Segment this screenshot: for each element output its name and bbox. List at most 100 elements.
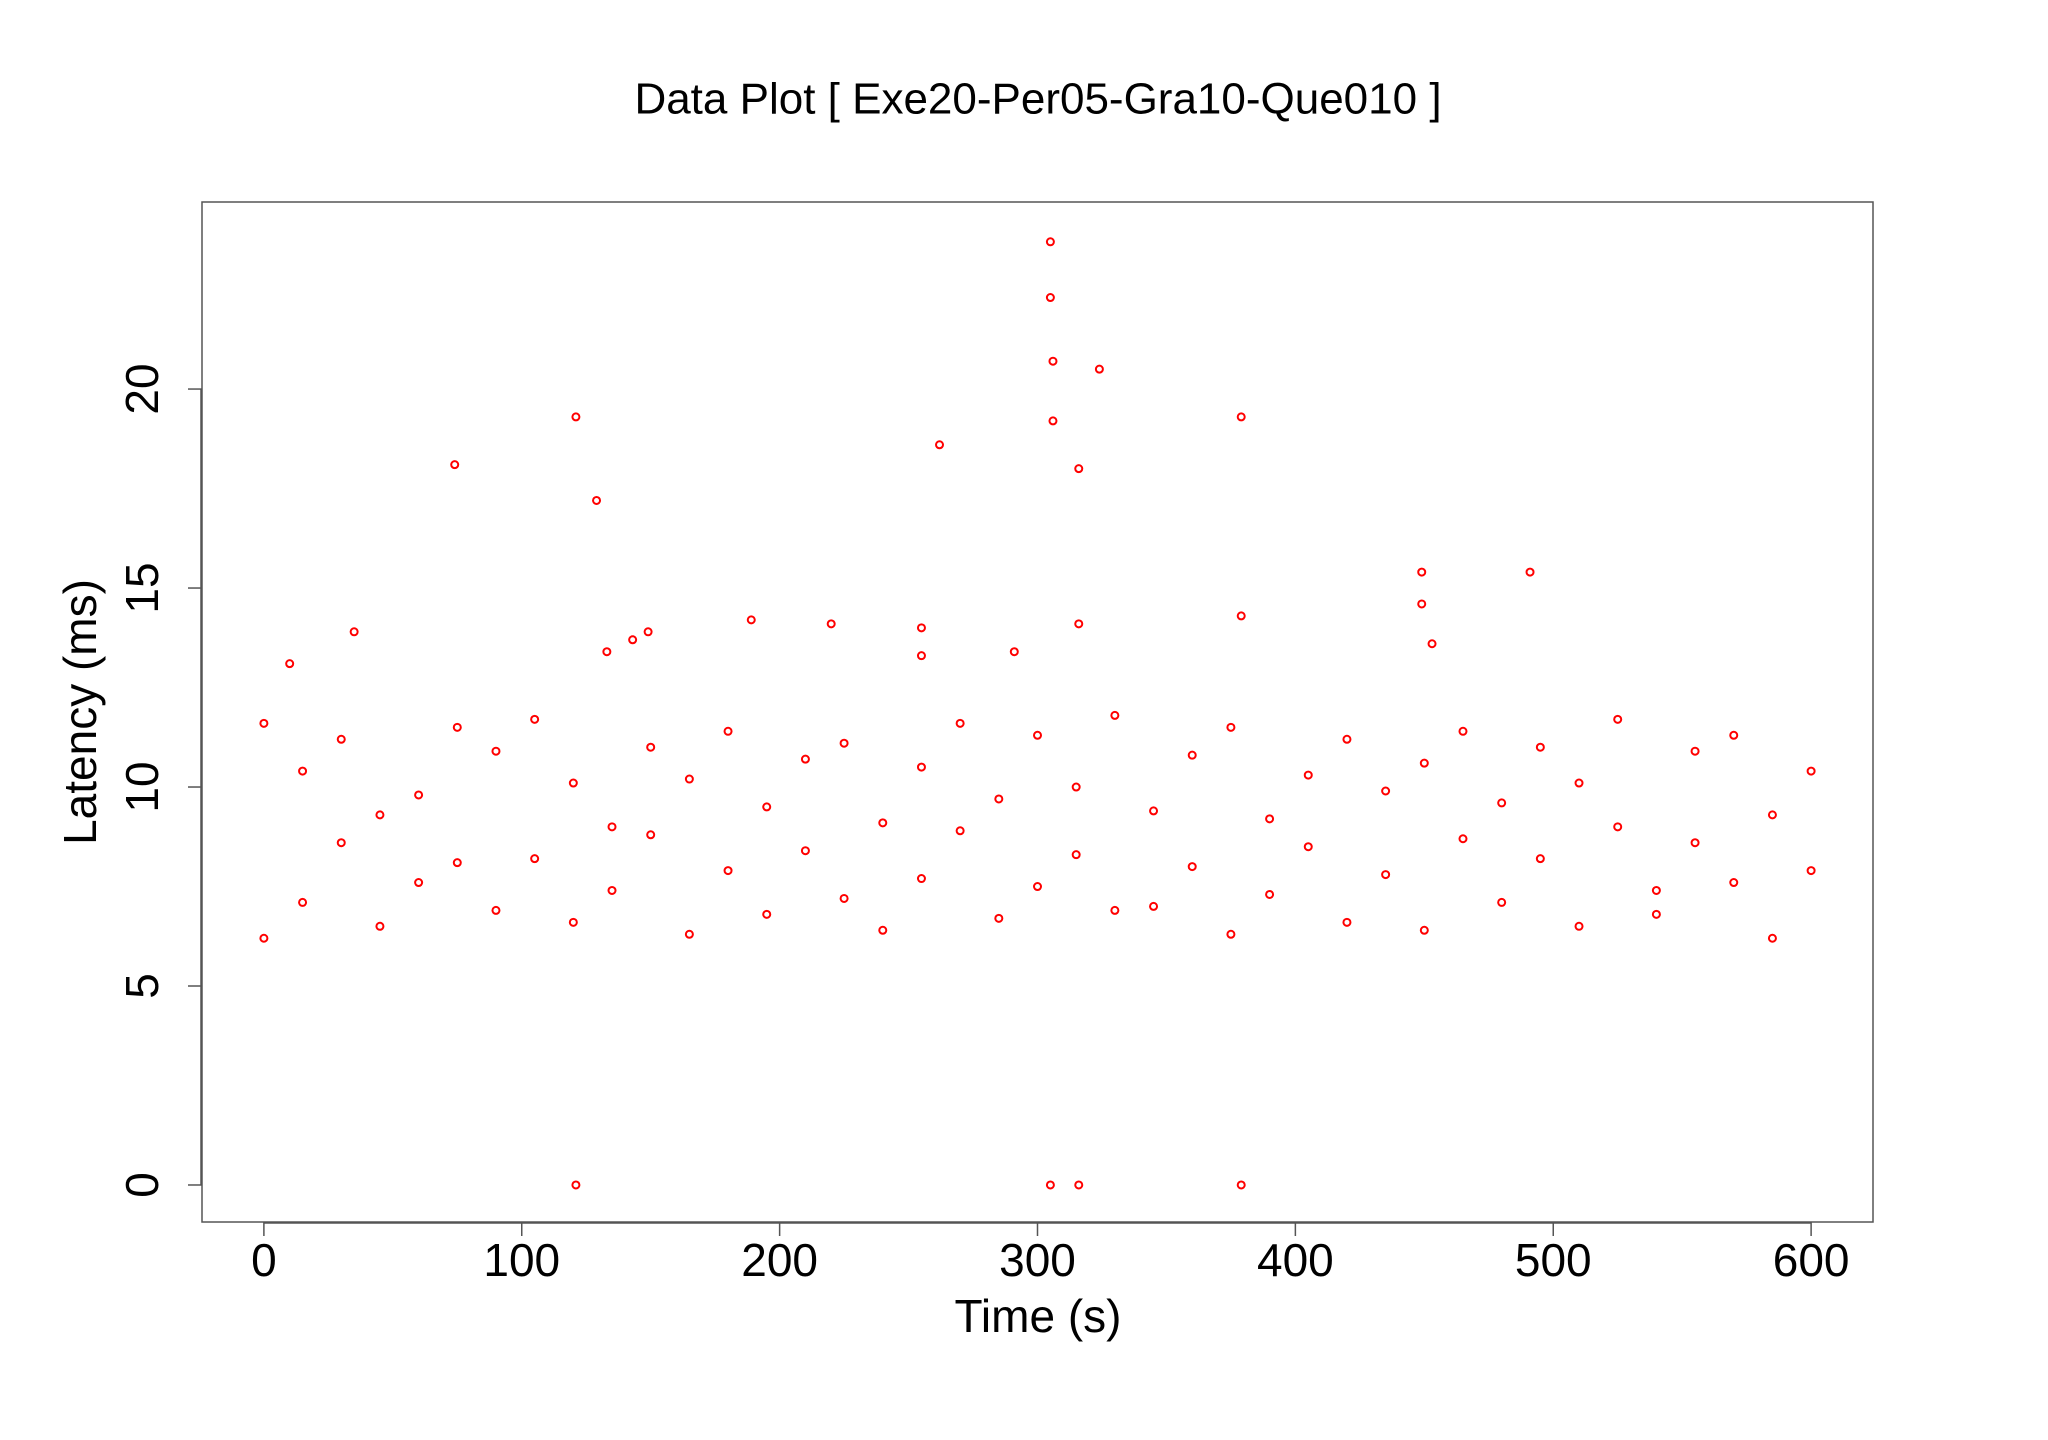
point <box>1048 356 1058 366</box>
point <box>916 623 926 633</box>
point <box>643 627 653 637</box>
point <box>1427 639 1437 649</box>
point <box>1303 842 1313 852</box>
x-tick-label: 100 <box>483 1234 560 1286</box>
chart-title: Data Plot [ Exe20-Per05-Gra10-Que010 ] <box>634 75 1441 124</box>
y-tick-label: 15 <box>116 562 168 613</box>
point <box>800 846 810 856</box>
point <box>1767 933 1777 943</box>
point <box>1525 567 1535 577</box>
point <box>1806 866 1816 876</box>
point <box>1729 878 1739 888</box>
point <box>762 802 772 812</box>
x-tick-label: 400 <box>1257 1234 1334 1286</box>
y-axis-label: Latency (ms) <box>54 579 106 845</box>
point <box>1651 909 1661 919</box>
point <box>1381 786 1391 796</box>
point <box>646 830 656 840</box>
point <box>1110 905 1120 915</box>
point <box>259 718 269 728</box>
point <box>955 718 965 728</box>
point <box>800 754 810 764</box>
point <box>607 885 617 895</box>
point <box>1236 412 1246 422</box>
point <box>826 619 836 629</box>
point <box>994 794 1004 804</box>
point <box>450 460 460 470</box>
point <box>628 635 638 645</box>
point <box>994 913 1004 923</box>
point <box>298 766 308 776</box>
point <box>1236 611 1246 621</box>
point <box>1419 758 1429 768</box>
point <box>684 774 694 784</box>
point <box>491 746 501 756</box>
point <box>414 790 424 800</box>
point <box>1226 722 1236 732</box>
point <box>1417 567 1427 577</box>
point <box>1417 599 1427 609</box>
point <box>935 440 945 450</box>
point <box>723 726 733 736</box>
point <box>452 722 462 732</box>
point <box>1033 882 1042 892</box>
point <box>1419 925 1429 935</box>
point <box>568 778 578 788</box>
point <box>375 921 385 931</box>
point <box>1074 1180 1084 1190</box>
point <box>1458 726 1468 736</box>
point <box>602 647 612 657</box>
point <box>1458 834 1468 844</box>
point <box>1033 730 1042 740</box>
point <box>1009 647 1019 657</box>
y-tick-label: 0 <box>116 1172 168 1198</box>
point <box>916 874 926 884</box>
point <box>571 412 581 422</box>
point <box>607 822 617 832</box>
point <box>1303 770 1313 780</box>
point <box>1342 917 1352 927</box>
point <box>684 929 694 939</box>
x-tick-label: 500 <box>1515 1234 1592 1286</box>
point <box>375 810 385 820</box>
point <box>1574 921 1584 931</box>
point <box>592 495 602 505</box>
point <box>336 734 346 744</box>
point <box>1149 901 1159 911</box>
point <box>571 1180 581 1190</box>
point <box>1535 742 1545 752</box>
x-tick-label: 300 <box>999 1234 1076 1286</box>
point <box>1342 734 1352 744</box>
y-tick-label: 10 <box>116 761 168 812</box>
x-tick-label: 600 <box>1773 1234 1850 1286</box>
point <box>1265 889 1275 899</box>
point <box>336 838 346 848</box>
point <box>285 659 295 669</box>
x-tick-label: 200 <box>741 1234 818 1286</box>
point <box>1806 766 1816 776</box>
point <box>1574 778 1584 788</box>
point <box>1535 854 1545 864</box>
point <box>298 897 308 907</box>
point <box>1048 416 1058 426</box>
point <box>1045 1180 1055 1190</box>
point <box>1690 746 1700 756</box>
point <box>530 854 540 864</box>
x-tick-label: 0 <box>251 1234 277 1286</box>
point <box>1497 897 1507 907</box>
point <box>1729 730 1739 740</box>
point <box>1767 810 1777 820</box>
point <box>414 878 424 888</box>
point <box>878 818 888 828</box>
point <box>1265 814 1275 824</box>
point <box>1045 293 1055 303</box>
point <box>1071 782 1081 792</box>
point <box>1613 822 1623 832</box>
point <box>259 933 269 943</box>
point <box>1236 1180 1246 1190</box>
point <box>1497 798 1507 808</box>
point <box>646 742 656 752</box>
plot-frame <box>201 201 1874 1223</box>
point <box>1226 929 1236 939</box>
